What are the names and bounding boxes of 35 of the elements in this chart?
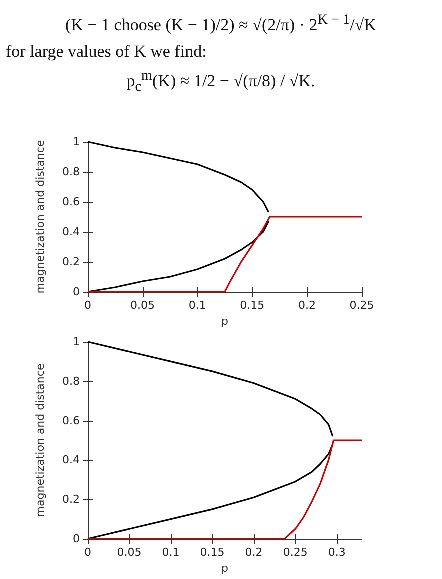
x-tick-label: 0.15 xyxy=(200,546,225,559)
y-tick-label: 0.4 xyxy=(62,226,80,238)
x-axis-title: p xyxy=(222,314,229,328)
x-tick-label: 0.25 xyxy=(350,299,374,312)
x-tick-label: 0 xyxy=(84,299,92,312)
y-tick-label: 0.2 xyxy=(62,256,80,268)
x-tick-label: 0 xyxy=(84,546,92,559)
y-tick-label: 0 xyxy=(73,532,80,546)
x-tick-label: 0.1 xyxy=(162,546,180,559)
y-tick-label: 0.2 xyxy=(62,493,80,506)
x-tick-label: 0.2 xyxy=(245,546,263,559)
y-tick-label: 0.4 xyxy=(62,454,80,467)
y-tick-label: 1 xyxy=(73,336,80,348)
x-tick-label: 0.15 xyxy=(240,299,265,312)
x-axis-title: p xyxy=(222,562,229,575)
y-tick-label: 0.6 xyxy=(62,196,80,208)
x-tick-label: 0.05 xyxy=(130,299,156,312)
y-tick-label: 0 xyxy=(73,286,80,298)
line-series xyxy=(87,216,363,293)
y-tick-label: 0.8 xyxy=(62,166,80,178)
text: (K − 1 choose (K − 1)/2) ≈ √(2/π) · 2$^{K − 1}$/√K xyxy=(64,12,378,36)
x-tick-label: 0.25 xyxy=(283,546,308,559)
line-series xyxy=(87,141,270,214)
x-tick-label: 0.1 xyxy=(188,299,206,312)
line-series xyxy=(87,341,334,438)
y-tick-label: 0.6 xyxy=(62,414,80,428)
x-tick-label: 0.2 xyxy=(298,299,316,312)
x-tick-label: 0.05 xyxy=(117,546,142,559)
x-tick-label: 0.3 xyxy=(328,546,346,559)
y-axis-title: magnetization and distance xyxy=(34,140,47,294)
text: for large values of K we find: xyxy=(5,42,208,62)
y-tick-label: 1 xyxy=(73,136,80,148)
text: p$_{c}$$^{m}$(K) ≈ 1/2 − √(π/8) / √K. xyxy=(126,68,316,96)
y-tick-label: 0.8 xyxy=(62,374,80,388)
y-axis-title: magnetization and distance xyxy=(34,364,47,518)
